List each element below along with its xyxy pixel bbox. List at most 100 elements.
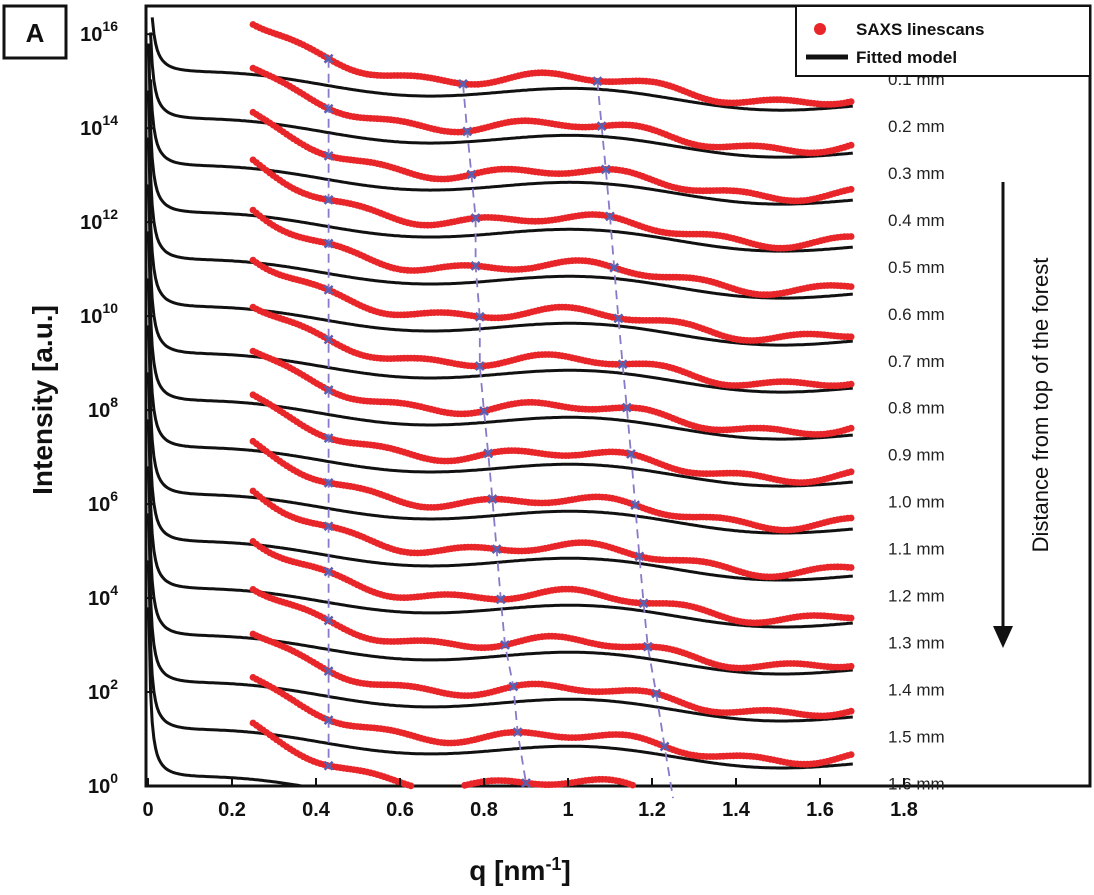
x-tick-label: 0.4: [302, 799, 331, 821]
data-point: [847, 707, 855, 715]
data-point: [847, 185, 855, 193]
panel-label-box: [2, 4, 68, 60]
data-points-layer: [249, 21, 855, 790]
data-point: [847, 98, 855, 105]
peak-marker: [470, 213, 481, 223]
peak-marker: [323, 433, 334, 444]
peak-marker: [323, 666, 334, 676]
peak-marker: [626, 449, 636, 459]
x-ticks-layer: 0 0.2 0.4 0.6 0.8 1 1.2 1.4 1.6 1.8: [142, 778, 918, 821]
peak-marker: [508, 681, 519, 692]
series-label: 0.4 mm: [888, 211, 945, 230]
peak-marker: [323, 521, 334, 532]
peak-marker: [323, 238, 334, 249]
data-point: [407, 782, 415, 790]
x-tick-label: 0: [142, 799, 153, 821]
fit-line: [150, 17, 853, 112]
fit-line: [149, 32, 853, 159]
data-point: [847, 283, 855, 290]
data-point: [847, 141, 855, 149]
fit-line: [149, 79, 853, 206]
peak-marker: [634, 551, 645, 562]
y-tick-label: 108: [88, 394, 118, 422]
peak-marker: [512, 727, 523, 738]
x-tick-label: 1.2: [638, 799, 666, 821]
peak-marker: [600, 164, 611, 175]
peak-marker: [323, 566, 334, 577]
series-label: 1.6 mm: [888, 775, 945, 794]
x-tick-label: 0.8: [470, 799, 498, 821]
series-label: 0.3 mm: [888, 164, 945, 183]
peak-guide-line: [462, 83, 527, 784]
peak-marker: [323, 760, 334, 771]
peak-marker: [521, 778, 531, 788]
peak-marker: [323, 195, 334, 205]
x-tick-label: 1.6: [806, 799, 834, 821]
peak-guides-layer: [327, 58, 674, 799]
peak-marker: [323, 477, 334, 488]
legend-box: [795, 5, 1091, 77]
peak-marker: [474, 361, 485, 371]
data-point: [847, 333, 855, 341]
series-label: 1.2 mm: [888, 587, 945, 606]
peak-marker: [323, 715, 334, 726]
x-axis-label-main: q [nm: [469, 855, 545, 886]
peak-marker: [605, 211, 615, 222]
series-label: 1.4 mm: [888, 681, 945, 700]
y-tick-label: 1012: [80, 206, 118, 234]
x-tick-label: 1.8: [890, 799, 918, 821]
y-tick-label: 1014: [80, 112, 118, 140]
y-tick-label: 100: [88, 770, 118, 798]
legend-entry-fit: Fitted model: [856, 48, 957, 67]
x-tick-label: 0.2: [218, 799, 246, 821]
data-point: [847, 614, 855, 622]
peak-marker: [479, 406, 489, 416]
peak-marker: [323, 285, 334, 295]
peak-marker: [323, 53, 334, 64]
peak-marker: [621, 402, 632, 413]
data-point: [847, 233, 855, 240]
peak-marker: [500, 640, 510, 650]
data-point: [847, 751, 855, 758]
peak-marker: [487, 494, 498, 504]
x-axis-label-close: ]: [561, 855, 570, 886]
y-ticks-layer: 1016 1014 1012 1010 108 106 104 102 100: [80, 18, 154, 798]
peak-marker: [642, 641, 653, 652]
data-point: [847, 380, 855, 388]
series-label: 0.6 mm: [888, 305, 945, 324]
x-tick-label: 1.4: [722, 799, 751, 821]
series-label: 1.0 mm: [888, 493, 945, 512]
x-axis-label-sup: -1: [545, 854, 561, 874]
peak-marker: [659, 741, 670, 752]
legend-entry-saxs: SAXS linescans: [856, 20, 985, 39]
peak-marker: [323, 385, 334, 395]
y-tick-label: 104: [88, 582, 118, 610]
peak-guide-line: [596, 81, 674, 799]
data-point: [847, 514, 855, 522]
peak-marker: [470, 260, 481, 271]
y-tick-label: 102: [88, 676, 118, 704]
peak-marker: [596, 121, 607, 132]
y-tick-label: 1010: [80, 300, 118, 328]
distance-annotation: Distance from top of the forest: [993, 182, 1053, 648]
data-point: [847, 662, 855, 670]
y-tick-label: 106: [88, 488, 118, 516]
peak-marker: [617, 359, 628, 370]
peak-marker: [483, 448, 494, 459]
y-axis-label: Intensity [a.u.]: [27, 305, 58, 495]
panel-label-text: A: [26, 18, 45, 48]
legend-dot-marker: [814, 23, 826, 35]
data-point: [847, 564, 855, 571]
data-point: [847, 468, 855, 476]
peak-marker: [466, 169, 477, 180]
x-tick-label: 1: [562, 799, 573, 821]
series-label: 0.9 mm: [888, 446, 945, 465]
peak-marker: [609, 262, 620, 273]
x-axis-label: q [nm-1]: [469, 854, 571, 886]
distance-arrow-head: [993, 626, 1013, 648]
distance-annotation-text: Distance from top of the forest: [1028, 258, 1053, 553]
series-label: 0.5 mm: [888, 258, 945, 277]
series-label: 0.2 mm: [888, 117, 945, 136]
peak-marker: [474, 311, 485, 322]
